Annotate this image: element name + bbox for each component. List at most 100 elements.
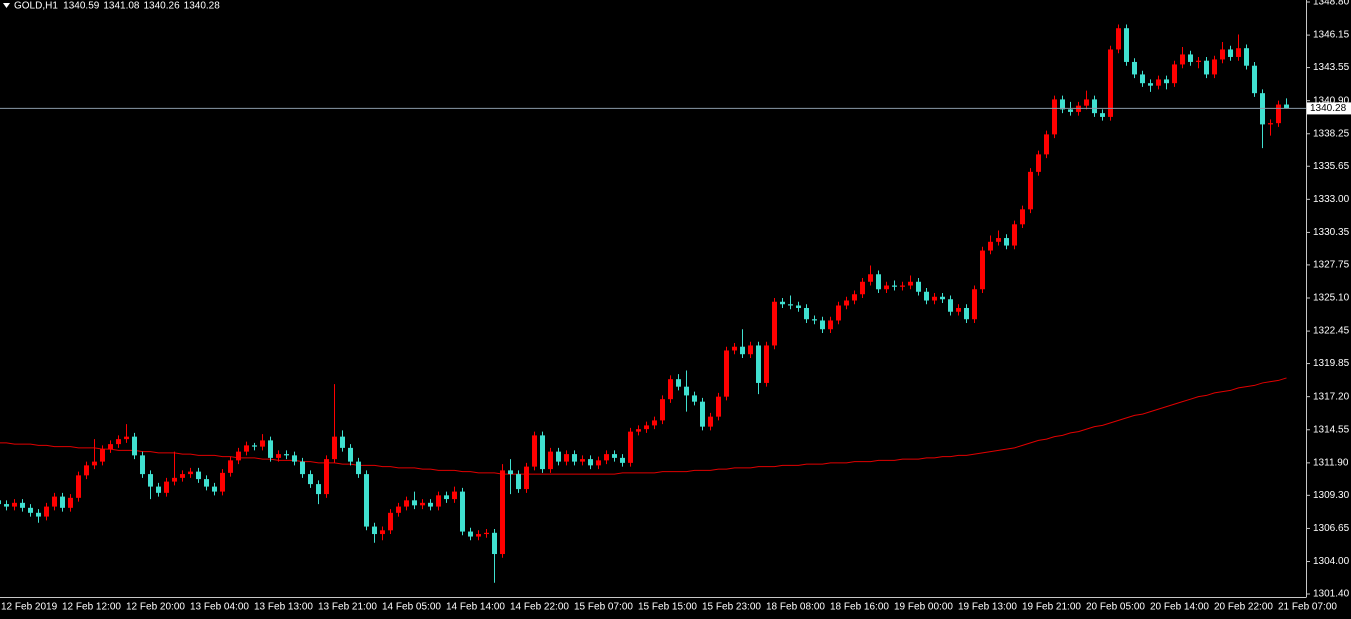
y-tick-label: 1343.55 xyxy=(1313,62,1350,73)
candle-body xyxy=(1244,48,1249,66)
candle-body xyxy=(412,500,417,506)
candle-body xyxy=(628,431,633,463)
candle-body xyxy=(188,471,193,475)
candle-body xyxy=(460,491,465,532)
candle-body xyxy=(780,301,785,305)
y-tick-label: 1330.35 xyxy=(1313,227,1350,238)
menu-triangle[interactable] xyxy=(3,3,10,8)
candle-body xyxy=(940,296,945,300)
y-tick-label: 1304.00 xyxy=(1313,556,1350,567)
candle-body xyxy=(1148,83,1153,86)
candle-body xyxy=(156,486,161,493)
candle-body xyxy=(108,444,113,450)
candle-body xyxy=(28,507,33,513)
x-tick-label: 18 Feb 08:00 xyxy=(766,602,825,613)
x-tick-label: 15 Feb 15:00 xyxy=(638,602,697,613)
candle-body xyxy=(932,296,937,301)
y-tick-label: 1335.65 xyxy=(1313,161,1350,172)
x-tick-label: 12 Feb 20:00 xyxy=(126,602,185,613)
candle-body xyxy=(612,454,617,458)
candle-body xyxy=(1100,113,1105,117)
x-tick-label: 20 Feb 14:00 xyxy=(1150,602,1209,613)
candle-body xyxy=(124,436,129,440)
candle-body xyxy=(860,281,865,295)
candle-body xyxy=(924,291,929,301)
candle-body xyxy=(1116,28,1121,50)
candle-body xyxy=(900,285,905,287)
candle-body xyxy=(1036,154,1041,172)
candle-body xyxy=(1068,109,1073,112)
candle-body xyxy=(1236,48,1241,57)
header-open: 1340.59 xyxy=(63,0,100,11)
candle-body xyxy=(204,479,209,487)
candle-body xyxy=(4,504,9,507)
x-tick-label: 19 Feb 21:00 xyxy=(1022,602,1081,613)
y-tick-label: 1309.30 xyxy=(1313,490,1350,501)
y-tick-label: 1306.65 xyxy=(1313,523,1350,534)
candle-body xyxy=(988,241,993,251)
candle-body xyxy=(828,320,833,330)
candle-body xyxy=(692,395,697,402)
candle-body xyxy=(1108,49,1113,117)
candle-body xyxy=(20,502,25,508)
candle-body xyxy=(76,475,81,498)
candle-body xyxy=(1028,171,1033,210)
candle-body xyxy=(140,455,145,475)
y-tick-label: 1348.80 xyxy=(1313,0,1350,8)
y-tick-label: 1327.75 xyxy=(1313,260,1350,271)
y-tick-label: 1314.55 xyxy=(1313,424,1350,435)
price-label-box xyxy=(1307,102,1351,115)
x-tick-label: 20 Feb 05:00 xyxy=(1086,602,1145,613)
x-tick-label: 19 Feb 13:00 xyxy=(958,602,1017,613)
x-tick-label: 13 Feb 13:00 xyxy=(254,602,313,613)
candle-body xyxy=(1132,61,1137,75)
plot-area xyxy=(0,24,1289,583)
candle-body xyxy=(228,460,233,473)
candle-body xyxy=(588,459,593,466)
candle-body xyxy=(820,320,825,330)
candle-body xyxy=(756,345,761,383)
candle-body xyxy=(276,454,281,458)
x-tick-label: 14 Feb 14:00 xyxy=(446,602,505,613)
y-tick-label: 1340.90 xyxy=(1313,95,1350,106)
candle-body xyxy=(1172,64,1177,84)
candle-body xyxy=(1196,60,1201,62)
candle-body xyxy=(452,491,457,500)
header-high: 1341.08 xyxy=(103,0,140,11)
candle-body xyxy=(12,502,17,507)
candle-body xyxy=(556,451,561,462)
candle-body xyxy=(348,447,353,462)
candle-body xyxy=(1268,123,1273,125)
x-tick-label: 12 Feb 12:00 xyxy=(62,602,121,613)
x-tick-label: 12 Feb 2019 xyxy=(1,602,58,613)
candle-body xyxy=(340,436,345,448)
moving-average xyxy=(0,377,1287,475)
candle-body xyxy=(660,399,665,421)
candle-body xyxy=(1052,99,1057,135)
candle-body xyxy=(764,345,769,383)
candle-body xyxy=(300,461,305,475)
candle-body xyxy=(476,534,481,537)
candle-body xyxy=(324,459,329,495)
candle-body xyxy=(380,530,385,535)
candle-body xyxy=(388,512,393,531)
candle-body xyxy=(668,379,673,400)
candle-body xyxy=(444,495,449,500)
candle-body xyxy=(1020,209,1025,225)
candle-body xyxy=(316,484,321,495)
y-tick-label: 1338.25 xyxy=(1313,128,1350,139)
candle-body xyxy=(708,416,713,427)
x-tick-label: 19 Feb 00:00 xyxy=(894,602,953,613)
x-tick-label: 13 Feb 04:00 xyxy=(190,602,249,613)
candle-body xyxy=(788,304,793,306)
candle-body xyxy=(884,285,889,290)
candle-body xyxy=(684,386,689,396)
candle-body xyxy=(52,496,57,507)
x-tick-label: 15 Feb 23:00 xyxy=(702,602,761,613)
candle-body xyxy=(580,459,585,462)
y-tick-label: 1333.00 xyxy=(1313,194,1350,205)
candle-body xyxy=(244,445,249,452)
candle-body xyxy=(308,474,313,485)
y-tick-label: 1319.85 xyxy=(1313,358,1350,369)
candle-body xyxy=(1204,60,1209,75)
